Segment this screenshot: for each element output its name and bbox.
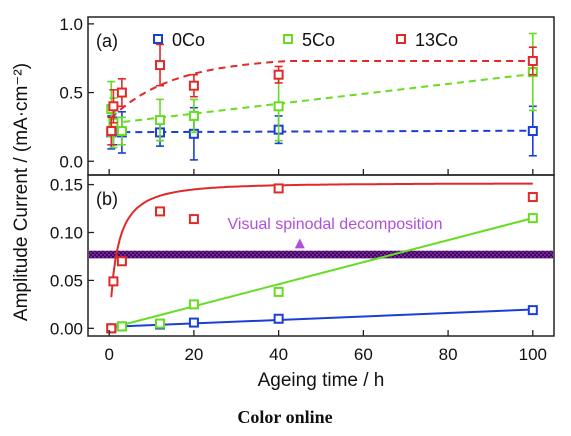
data-point-13Co <box>106 126 117 137</box>
data-point-0Co <box>188 317 199 328</box>
x-tick-label: 0 <box>104 345 113 364</box>
data-point-0Co <box>527 305 538 316</box>
x-tick-label: 100 <box>519 345 547 364</box>
x-axis-label: Ageing time / h <box>258 370 385 391</box>
data-point-5Co <box>155 115 166 126</box>
legend-marker-5Co <box>283 34 293 44</box>
spinodal-band <box>89 250 553 259</box>
x-axis: 0 20 40 60 80 100 <box>104 169 547 364</box>
annotation-text: Visual spinodal decomposition <box>228 216 443 233</box>
legend-label-0Co: 0Co <box>172 30 205 50</box>
y-tick-label: 0.00 <box>50 319 83 338</box>
x-tick-label: 60 <box>354 345 373 364</box>
data-point-13Co <box>527 192 538 203</box>
x-tick-label: 80 <box>439 345 458 364</box>
x-tick-label: 40 <box>269 345 288 364</box>
legend-marker-0Co <box>153 34 163 44</box>
legend-label-5Co: 5Co <box>302 30 335 50</box>
y-tick-label: 0.0 <box>59 152 83 171</box>
fit-line-5Co <box>108 217 534 330</box>
panel-label: (a) <box>96 31 118 51</box>
data-point-13Co <box>188 214 199 225</box>
panel-b: 0.00 0.05 0.10 0.15 (b) Visual spinodal decom… <box>50 174 555 338</box>
fit-line-0Co <box>111 129 533 134</box>
data-point-0Co <box>527 126 538 137</box>
fit-line-5Co <box>111 73 533 125</box>
panel-a: 0.0 0.5 1.0 (a) 0Co 5Co 13Co <box>59 15 555 176</box>
y-tick-label: 1.0 <box>59 15 83 34</box>
data-point-13Co <box>106 323 117 334</box>
fit-line-13Co <box>110 60 531 119</box>
y-tick-label: 0.10 <box>50 224 83 243</box>
data-point-5Co <box>188 299 199 310</box>
data-point-5Co <box>527 213 538 224</box>
data-point-5Co <box>188 110 199 121</box>
data-point-0Co <box>273 313 284 324</box>
panel-label: (b) <box>96 189 118 209</box>
data-point-13Co <box>273 183 284 194</box>
data-point-13Co <box>116 256 127 267</box>
data-point-5Co <box>155 318 166 329</box>
fit-line-0Co <box>111 308 533 328</box>
y-tick-label: 0.5 <box>59 84 83 103</box>
fit-line-13Co <box>110 182 533 298</box>
data-point-13Co <box>155 206 166 217</box>
data-point-5Co <box>116 321 127 332</box>
data-point-5Co <box>273 101 284 112</box>
data-point-13Co <box>108 276 119 287</box>
data-point-5Co <box>116 126 127 137</box>
y-tick-label: 0.15 <box>50 176 83 195</box>
shared-y-axis-label: Amplitude Current / (mA·cm⁻²) <box>11 63 32 321</box>
legend-marker-13Co <box>396 34 406 44</box>
data-point-5Co <box>273 286 284 297</box>
x-tick-label: 20 <box>184 345 203 364</box>
panel-frame <box>87 174 555 337</box>
data-point-13Co <box>108 101 119 112</box>
y-tick-label: 0.05 <box>50 271 83 290</box>
data-point-13Co <box>188 80 199 91</box>
legend-label-13Co: 13Co <box>415 30 458 50</box>
data-point-13Co <box>155 60 166 71</box>
figure-caption: Color online <box>237 407 332 427</box>
annotation-arrowhead <box>294 238 305 249</box>
data-point-13Co <box>273 69 284 80</box>
data-point-13Co <box>527 55 538 66</box>
data-point-13Co <box>116 87 127 98</box>
